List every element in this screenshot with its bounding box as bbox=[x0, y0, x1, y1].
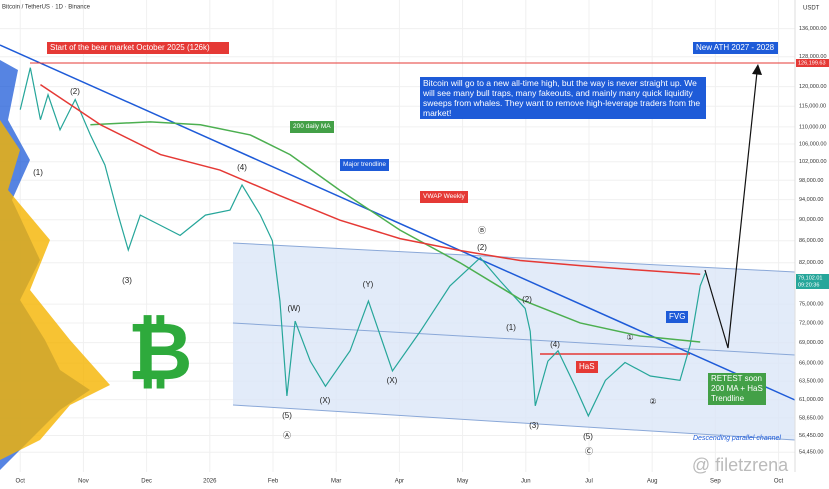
x-tick-label: Aug bbox=[647, 479, 658, 485]
y-tick-label: 90,000.00 bbox=[799, 217, 823, 223]
y-tick-label: 120,000.00 bbox=[799, 84, 827, 90]
series-line bbox=[40, 84, 701, 275]
x-tick-label: Oct bbox=[774, 479, 784, 485]
x-tick-label: May bbox=[457, 479, 468, 485]
series-line bbox=[19, 67, 706, 418]
wave-label: ① bbox=[626, 333, 633, 342]
wave-label: (W) bbox=[288, 304, 301, 313]
series-line bbox=[90, 121, 701, 343]
y-tick-label: 115,000.00 bbox=[799, 104, 826, 110]
y-tick-label: 86,000.00 bbox=[799, 238, 823, 244]
wave-label: (X) bbox=[387, 376, 398, 385]
annotation: Bitcoin will go to a new all-time high, … bbox=[420, 77, 706, 119]
wave-label: (4) bbox=[550, 340, 560, 349]
annotation: HaS bbox=[576, 361, 598, 373]
x-tick-label: Jul bbox=[585, 479, 593, 485]
x-tick-label: Nov bbox=[78, 479, 89, 485]
wave-label: Ⓒ bbox=[585, 447, 593, 456]
wave-label: (2) bbox=[477, 243, 487, 252]
x-tick-label: Jun bbox=[521, 479, 531, 485]
y-tick-label: 136,000.00 bbox=[799, 26, 827, 32]
arrow-head bbox=[752, 64, 762, 75]
channel-mid bbox=[232, 322, 796, 356]
channel-fill bbox=[233, 243, 795, 440]
annotation: Descending parallel channel bbox=[693, 435, 781, 442]
wave-label: (1) bbox=[33, 168, 43, 177]
y-tick-label: 69,000.00 bbox=[799, 340, 823, 346]
x-tick-label: 2026 bbox=[203, 479, 217, 485]
wave-label: (3) bbox=[122, 276, 132, 285]
x-tick-label: Mar bbox=[331, 479, 341, 485]
wave-label: (2) bbox=[70, 87, 80, 96]
wave-label: (4) bbox=[237, 163, 247, 172]
volume-orange bbox=[0, 120, 110, 460]
annotation: FVG bbox=[666, 311, 689, 323]
wave-label: (3) bbox=[529, 421, 539, 430]
y-tick-label: 110,000.00 bbox=[799, 124, 826, 130]
currency: USDT bbox=[803, 6, 820, 12]
y-tick-label: 58,650.00 bbox=[799, 415, 823, 421]
wave-label: (X) bbox=[320, 396, 331, 405]
wave-label: ② bbox=[649, 397, 656, 406]
y-tick-label: 56,450.00 bbox=[799, 433, 823, 439]
countdown: 09:20:36 bbox=[798, 282, 819, 288]
y-tick-label: 106,000.00 bbox=[799, 141, 827, 147]
volume-profile bbox=[0, 60, 110, 470]
ath-price: 126,199.63 bbox=[798, 60, 826, 66]
x-tick-label: Apr bbox=[395, 479, 404, 485]
annotation: New ATH 2027 - 2028 bbox=[693, 42, 778, 54]
y-tick-label: 98,000.00 bbox=[799, 178, 823, 184]
x-tick-label: Dec bbox=[141, 479, 152, 485]
annotation: Start of the bear market October 2025 (1… bbox=[47, 42, 229, 54]
last-price: 79,102.01 bbox=[798, 275, 822, 281]
y-tick-label: 54,450.00 bbox=[799, 450, 823, 456]
y-tick-label: 102,000.00 bbox=[799, 159, 827, 165]
y-tick-label: 128,000.00 bbox=[799, 54, 827, 60]
wave-label: (Y) bbox=[363, 280, 374, 289]
logo: ₿ bbox=[127, 307, 192, 396]
y-tick-label: 66,000.00 bbox=[799, 361, 823, 367]
major-trendline bbox=[0, 44, 796, 401]
projection-arrow bbox=[704, 71, 758, 349]
channel-top bbox=[232, 242, 796, 273]
x-tick-label: Feb bbox=[268, 479, 279, 485]
y-tick-label: 63,500.00 bbox=[799, 379, 823, 385]
x-tick-label: Sep bbox=[710, 479, 721, 485]
y-tick-label: 82,000.00 bbox=[799, 260, 823, 266]
y-tick-label: 61,000.00 bbox=[799, 397, 823, 403]
wave-label: (1) bbox=[506, 323, 516, 332]
wave-label: (5) bbox=[583, 432, 593, 441]
symbol: Bitcoin / TetherUS · 1D · Binance bbox=[2, 5, 91, 11]
y-tick-label: 75,000.00 bbox=[799, 302, 823, 308]
annotation: VWAP Weekly bbox=[420, 191, 468, 203]
y-tick-label: 72,000.00 bbox=[799, 320, 823, 326]
watermark: @ filetzrena bbox=[692, 455, 789, 475]
annotation: 200 daily MA bbox=[290, 121, 334, 133]
wave-label: (2) bbox=[522, 295, 532, 304]
wave-label: Ⓐ bbox=[283, 431, 291, 440]
last-price-box bbox=[796, 274, 829, 289]
annotation: RETEST soon 200 MA + HaS Trendline bbox=[708, 373, 766, 405]
wave-label: Ⓑ bbox=[478, 226, 486, 235]
y-tick-label: 94,000.00 bbox=[799, 197, 823, 203]
channel-bottom bbox=[232, 404, 796, 441]
wave-label: (5) bbox=[282, 411, 292, 420]
ath-price-box bbox=[796, 59, 829, 67]
x-tick-label: Oct bbox=[16, 479, 26, 485]
annotation: Major trendline bbox=[340, 159, 389, 171]
